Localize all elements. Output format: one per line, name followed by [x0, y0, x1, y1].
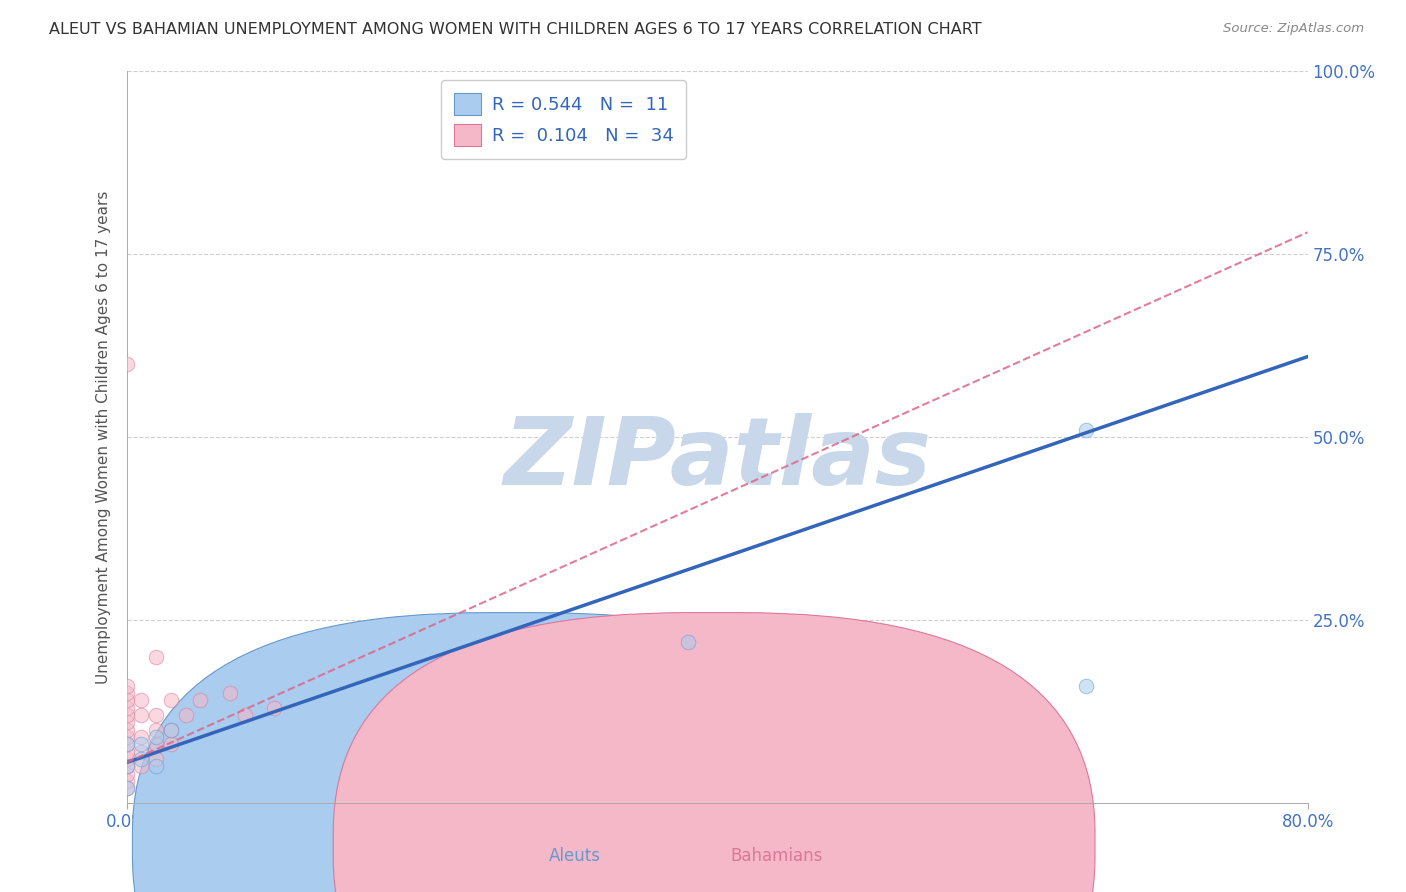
Point — [115, 723, 138, 737]
Point — [145, 730, 167, 744]
FancyBboxPatch shape — [333, 613, 1095, 892]
Y-axis label: Unemployment Among Women with Children Ages 6 to 17 years: Unemployment Among Women with Children A… — [96, 190, 111, 684]
Point — [160, 723, 183, 737]
Point — [115, 752, 138, 766]
Point — [160, 723, 183, 737]
Point — [115, 737, 138, 751]
Text: ALEUT VS BAHAMIAN UNEMPLOYMENT AMONG WOMEN WITH CHILDREN AGES 6 TO 17 YEARS CORR: ALEUT VS BAHAMIAN UNEMPLOYMENT AMONG WOM… — [49, 22, 981, 37]
Point — [129, 730, 153, 744]
Point — [129, 759, 153, 773]
Point — [1076, 423, 1098, 437]
Point — [115, 715, 138, 730]
Point — [145, 723, 167, 737]
Point — [115, 759, 138, 773]
Point — [145, 759, 167, 773]
Point — [115, 693, 138, 707]
Text: Bahamians: Bahamians — [730, 847, 823, 864]
Point — [145, 708, 167, 723]
Point — [115, 730, 138, 744]
Point — [160, 737, 183, 751]
Text: ZIPatlas: ZIPatlas — [503, 413, 931, 505]
Point — [115, 759, 138, 773]
Point — [115, 700, 138, 714]
Point — [129, 745, 153, 759]
Point — [115, 686, 138, 700]
Point — [115, 745, 138, 759]
Point — [145, 752, 167, 766]
Point — [129, 752, 153, 766]
Point — [1076, 679, 1098, 693]
Point — [115, 708, 138, 723]
Point — [233, 708, 256, 723]
Point — [263, 700, 285, 714]
Point — [115, 357, 138, 371]
Point — [145, 737, 167, 751]
Point — [145, 649, 167, 664]
FancyBboxPatch shape — [132, 613, 894, 892]
Point — [160, 693, 183, 707]
Point — [115, 773, 138, 788]
Text: Source: ZipAtlas.com: Source: ZipAtlas.com — [1223, 22, 1364, 36]
Point — [219, 686, 242, 700]
Point — [115, 737, 138, 751]
Point — [188, 693, 212, 707]
Point — [676, 635, 699, 649]
Point — [115, 781, 138, 796]
Legend: R = 0.544   N =  11, R =  0.104   N =  34: R = 0.544 N = 11, R = 0.104 N = 34 — [441, 80, 686, 159]
Point — [129, 737, 153, 751]
Point — [129, 693, 153, 707]
Point — [174, 708, 197, 723]
Text: Aleuts: Aleuts — [550, 847, 602, 864]
Point — [115, 781, 138, 796]
Point — [115, 766, 138, 780]
Point — [115, 679, 138, 693]
Point — [129, 708, 153, 723]
